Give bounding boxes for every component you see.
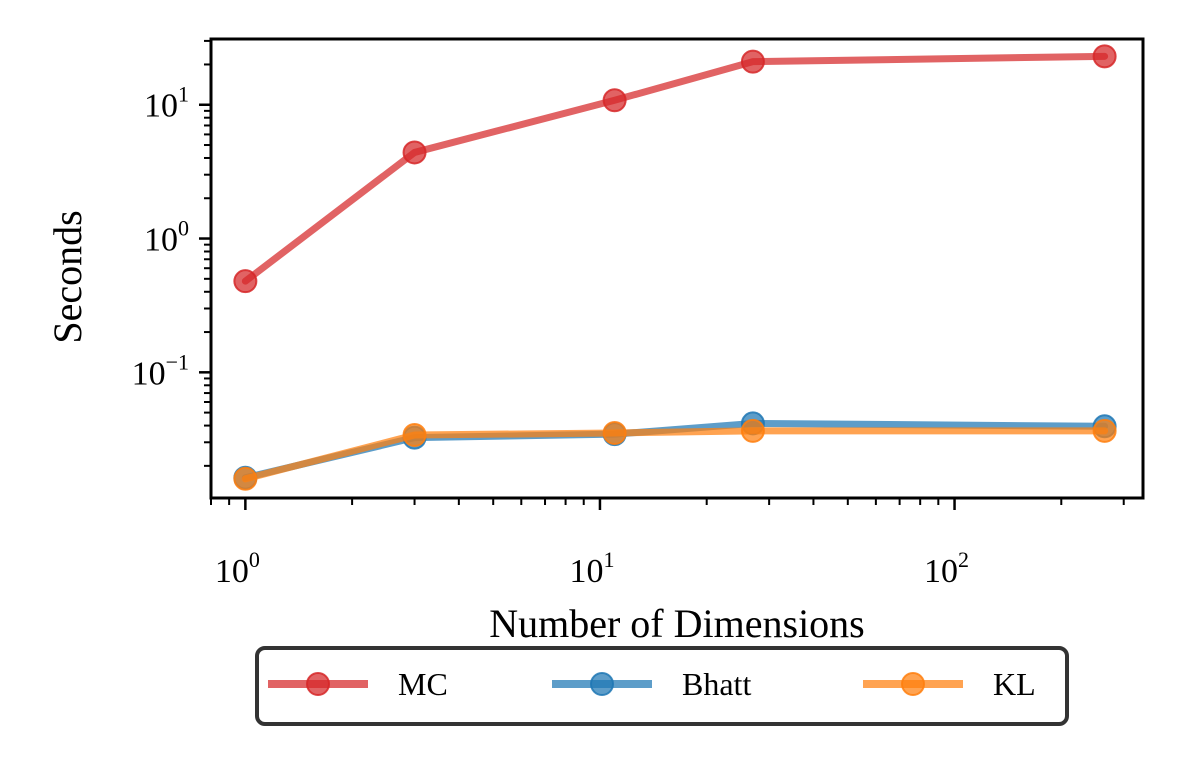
- axis-ticks: [199, 39, 1125, 510]
- legend-label-bhatt: Bhatt: [682, 666, 751, 702]
- legend: MC Bhatt KL: [255, 646, 1069, 726]
- series-layer: [233, 44, 1117, 491]
- x-tick-label: 100: [215, 547, 260, 590]
- data-point-mc: [602, 88, 627, 113]
- legend-swatch-marker-kl: [901, 672, 925, 696]
- x-axis-label: Number of Dimensions: [489, 601, 865, 646]
- data-point-kl: [233, 466, 258, 491]
- data-point-kl: [740, 418, 765, 443]
- legend-entry-kl: KL: [863, 666, 1036, 702]
- plot-frame: [209, 37, 1145, 500]
- legend-swatch-marker-bhatt: [590, 672, 614, 696]
- data-point-kl: [602, 420, 627, 445]
- legend-frame: [255, 646, 1069, 726]
- y-tick-label: 100: [144, 216, 189, 259]
- data-point-mc: [402, 140, 427, 165]
- series-line-kl: [241, 427, 1109, 483]
- data-point-mc: [233, 269, 258, 294]
- tick-labels: 100 101 102 10−1 100 101: [132, 82, 969, 590]
- x-tick-label: 102: [924, 547, 969, 590]
- y-axis-label: Seconds: [45, 210, 90, 343]
- x-tick-label: 101: [569, 547, 614, 590]
- legend-label-mc: MC: [398, 666, 448, 702]
- legend-entry-mc: MC: [268, 666, 448, 702]
- data-point-kl: [402, 423, 427, 448]
- legend-entry-bhatt: Bhatt: [552, 666, 751, 702]
- y-tick-label: 10−1: [132, 349, 189, 392]
- data-point-mc: [740, 49, 765, 74]
- data-point-kl: [1092, 418, 1117, 443]
- series-line-mc: [241, 52, 1109, 285]
- legend-swatch-marker-mc: [306, 672, 330, 696]
- y-tick-label: 101: [144, 82, 189, 125]
- data-point-mc: [1092, 44, 1117, 69]
- legend-label-kl: KL: [993, 666, 1036, 702]
